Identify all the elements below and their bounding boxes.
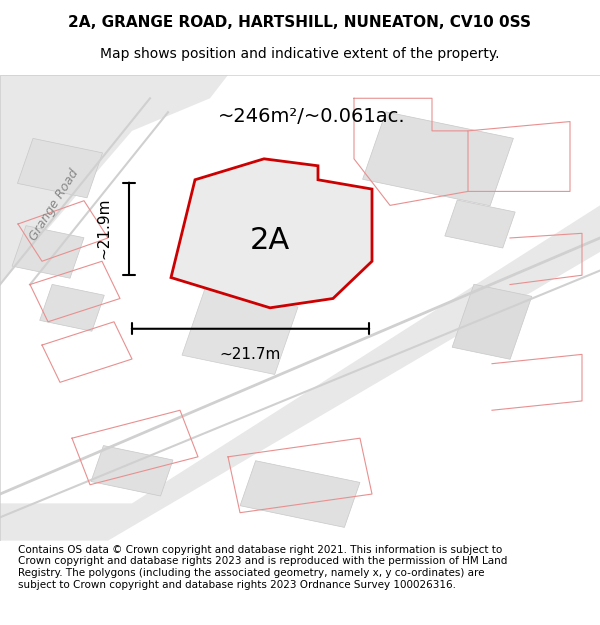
- Text: Map shows position and indicative extent of the property.: Map shows position and indicative extent…: [100, 47, 500, 61]
- Text: Contains OS data © Crown copyright and database right 2021. This information is : Contains OS data © Crown copyright and d…: [18, 545, 508, 589]
- Text: ~21.9m: ~21.9m: [96, 198, 111, 259]
- Polygon shape: [91, 446, 173, 496]
- Polygon shape: [171, 159, 372, 308]
- Text: 2A, GRANGE ROAD, HARTSHILL, NUNEATON, CV10 0SS: 2A, GRANGE ROAD, HARTSHILL, NUNEATON, CV…: [68, 15, 532, 30]
- Text: 2A: 2A: [250, 226, 290, 255]
- Polygon shape: [12, 226, 84, 278]
- Polygon shape: [40, 284, 104, 331]
- Polygon shape: [182, 288, 298, 374]
- Text: ~21.7m: ~21.7m: [220, 348, 281, 362]
- Polygon shape: [240, 461, 360, 528]
- Text: Grange Road: Grange Road: [27, 168, 81, 243]
- Polygon shape: [445, 200, 515, 248]
- Polygon shape: [0, 75, 228, 284]
- Polygon shape: [452, 284, 532, 359]
- Polygon shape: [17, 138, 103, 198]
- Text: ~246m²/~0.061ac.: ~246m²/~0.061ac.: [218, 107, 406, 126]
- Polygon shape: [362, 112, 514, 206]
- Polygon shape: [0, 206, 600, 541]
